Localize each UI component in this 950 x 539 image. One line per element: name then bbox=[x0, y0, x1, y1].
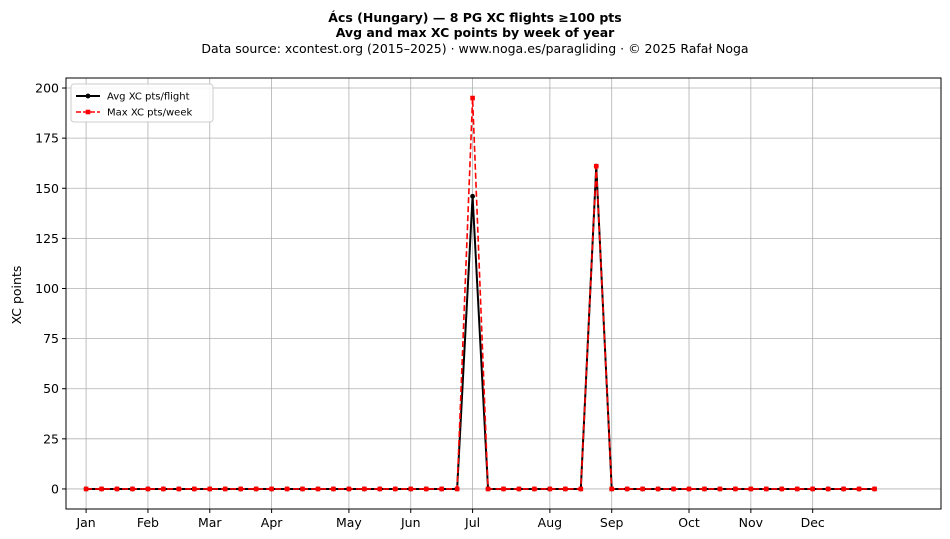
data-point bbox=[671, 486, 676, 492]
y-tick-label: 125 bbox=[35, 231, 59, 246]
x-tick-label: Oct bbox=[678, 515, 700, 530]
data-point bbox=[578, 486, 584, 492]
x-tick-label: Sep bbox=[600, 515, 624, 530]
legend-label: Max XC pts/week bbox=[107, 108, 192, 119]
y-tick-label: 200 bbox=[35, 81, 59, 96]
data-point bbox=[872, 486, 877, 492]
data-point bbox=[702, 486, 707, 492]
data-point bbox=[423, 486, 429, 492]
data-point bbox=[640, 486, 645, 492]
data-point bbox=[238, 486, 243, 492]
x-tick-label: Dec bbox=[801, 515, 825, 530]
legend-marker bbox=[85, 93, 91, 99]
y-axis: 0 25 50 75 100 125 150 175 200 bbox=[35, 81, 66, 496]
data-point bbox=[624, 486, 630, 492]
data-point bbox=[717, 486, 723, 492]
y-tick-label: 50 bbox=[43, 381, 59, 396]
legend-box bbox=[70, 83, 214, 123]
chart-subtitle: Avg and max XC points by week of year bbox=[335, 25, 615, 40]
chart-title: Ács (Hungary) — 8 PG XC flights ≥100 pts bbox=[328, 10, 622, 25]
x-tick-label: Jan bbox=[75, 515, 95, 530]
data-point bbox=[269, 486, 274, 492]
series-line bbox=[86, 97, 875, 490]
y-axis-label: XC points bbox=[9, 266, 24, 325]
x-tick-label: Jul bbox=[464, 515, 480, 530]
data-point bbox=[99, 486, 104, 492]
data-point bbox=[408, 486, 414, 492]
data-point bbox=[563, 486, 568, 492]
data-point bbox=[83, 486, 89, 492]
data-point bbox=[222, 486, 228, 492]
data-point bbox=[253, 486, 259, 492]
data-point bbox=[686, 486, 692, 492]
data-point bbox=[764, 486, 769, 492]
data-point bbox=[346, 486, 352, 492]
data-point bbox=[315, 486, 321, 492]
data-point bbox=[192, 486, 197, 492]
legend: Avg XC pts/flight Max XC pts/week bbox=[70, 83, 214, 123]
data-point bbox=[825, 486, 831, 492]
y-tick-label: 100 bbox=[35, 281, 59, 296]
data-point bbox=[454, 486, 460, 492]
y-tick-label: 175 bbox=[35, 131, 59, 146]
x-tick-label: Feb bbox=[137, 515, 159, 530]
x-tick-label: Apr bbox=[261, 515, 283, 530]
x-tick-label: Jun bbox=[400, 515, 421, 530]
y-tick-label: 75 bbox=[43, 331, 59, 346]
x-axis: Jan Feb Mar Apr May Jun Jul Aug Sep Oct Nov Dec bbox=[75, 509, 825, 530]
data-point bbox=[145, 486, 151, 492]
data-point bbox=[284, 486, 290, 492]
data-point bbox=[841, 486, 846, 492]
data-point bbox=[207, 486, 213, 492]
data-point bbox=[331, 486, 336, 492]
legend-marker bbox=[85, 109, 91, 115]
data-point bbox=[130, 486, 135, 492]
data-point bbox=[392, 486, 398, 492]
data-point bbox=[748, 486, 754, 492]
data-point bbox=[655, 486, 661, 492]
data-point bbox=[439, 486, 444, 492]
y-tick-label: 0 bbox=[51, 481, 59, 496]
data-point bbox=[794, 486, 800, 492]
data-point bbox=[609, 486, 615, 492]
data-point bbox=[733, 486, 738, 492]
x-tick-label: May bbox=[336, 515, 362, 530]
data-point bbox=[485, 486, 491, 492]
data-point bbox=[856, 486, 862, 492]
series-max bbox=[83, 95, 877, 492]
x-tick-label: Nov bbox=[739, 515, 764, 530]
data-point bbox=[593, 163, 599, 169]
title-block: Ács (Hungary) — 8 PG XC flights ≥100 pts… bbox=[0, 10, 950, 57]
y-tick-label: 150 bbox=[35, 181, 59, 196]
data-point bbox=[810, 486, 815, 492]
data-point bbox=[516, 486, 522, 492]
plot-area bbox=[66, 78, 941, 509]
legend-label: Avg XC pts/flight bbox=[107, 92, 190, 103]
data-source-note: Data source: xcontest.org (2015–2025) · … bbox=[201, 41, 749, 56]
data-point bbox=[532, 486, 537, 492]
data-point bbox=[176, 486, 182, 492]
data-point bbox=[377, 486, 383, 492]
plot-frame bbox=[65, 77, 942, 510]
x-tick-label: Aug bbox=[538, 515, 562, 530]
data-point bbox=[470, 193, 475, 199]
data-point bbox=[362, 486, 367, 492]
data-point bbox=[501, 486, 506, 492]
data-point bbox=[779, 486, 785, 492]
y-tick-label: 25 bbox=[43, 431, 59, 446]
data-point bbox=[161, 486, 166, 492]
data-point bbox=[300, 486, 305, 492]
data-point bbox=[547, 486, 553, 492]
data-point bbox=[470, 95, 475, 101]
data-point bbox=[114, 486, 120, 492]
x-tick-label: Mar bbox=[198, 515, 222, 530]
